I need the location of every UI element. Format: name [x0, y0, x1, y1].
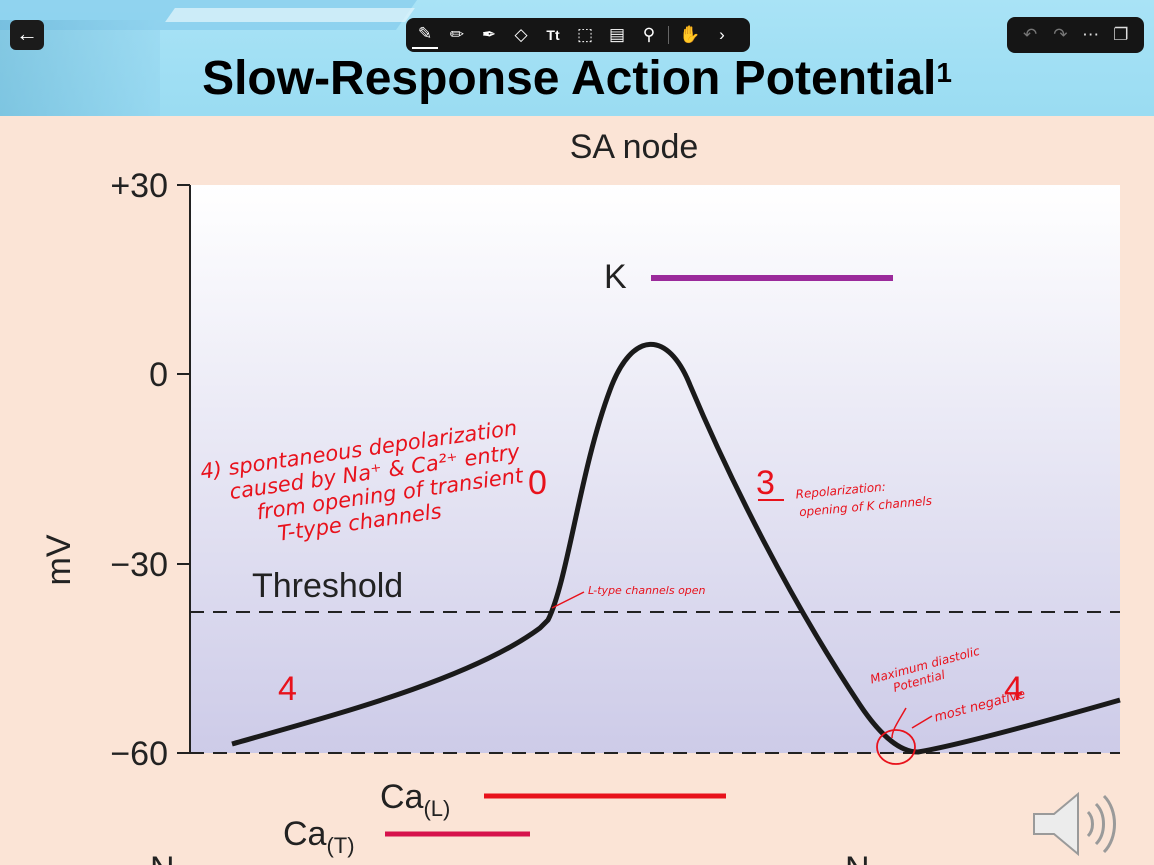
footnote-mark: 1 [936, 57, 952, 88]
toolbar-divider [668, 26, 669, 44]
undo-icon[interactable]: ↶ [1023, 25, 1038, 44]
y-tick-label: 0 [149, 356, 168, 394]
eraser-icon[interactable]: ◇ [514, 25, 528, 44]
pages-icon[interactable]: ❐ [1113, 25, 1129, 44]
y-tick-label: −60 [110, 735, 168, 773]
y-axis-label: mV [40, 534, 78, 585]
slide-title-text: Slow-Response Action Potential [202, 52, 937, 105]
speaker-icon[interactable] [1033, 791, 1116, 857]
phase-label: 0 [528, 464, 547, 502]
bottom-cut-label: N [150, 850, 175, 865]
note-arrow [891, 707, 907, 739]
chart-title: SA node [570, 128, 699, 166]
ca-t-current-label: Ca(T) [283, 815, 355, 858]
bottom-cut-label: N [845, 850, 870, 865]
action-potential-curve [231, 341, 1121, 755]
image-icon[interactable]: ▤ [608, 25, 626, 44]
y-tick-label: +30 [110, 167, 168, 205]
threshold-label: Threshold [252, 567, 403, 605]
lasso-select-icon[interactable]: ⬚ [576, 25, 594, 44]
k-current-label: K [604, 258, 627, 296]
back-button[interactable]: ← [10, 20, 44, 50]
more-options-icon[interactable]: ⋯ [1082, 25, 1100, 44]
ca-l-current-label: Ca(L) [380, 778, 450, 821]
arrow-left-icon: ← [16, 21, 38, 46]
y-tick-label: −30 [110, 546, 168, 584]
pen-icon[interactable]: ✎ [412, 21, 438, 49]
phase-label: 4 [1004, 670, 1023, 708]
more-chevron-icon[interactable]: › [719, 25, 725, 44]
phase-label: 3 [756, 464, 775, 502]
hand-draw-icon[interactable]: ✋ [679, 25, 701, 44]
handwritten-ltype-note: L-type channels open [551, 584, 706, 609]
sa-node-chart: SA node +30 0 −30 −60 mV Threshold K Ca(… [40, 128, 1121, 865]
note-line: L-type channels open [588, 584, 706, 597]
highlighter-icon[interactable]: ✒ [481, 25, 497, 44]
note-arrow [911, 715, 933, 729]
text-tool-icon[interactable]: Tt [546, 27, 560, 43]
pencil-icon[interactable]: ✏ [449, 25, 465, 44]
redo-icon[interactable]: ↷ [1053, 25, 1068, 44]
annotation-toolbar: ✎ ✏ ✒ ◇ Tt ⬚ ▤ ⚲ ✋ › [406, 18, 750, 52]
slide-title: Slow-Response Action Potential1 [0, 48, 1154, 110]
handwritten-circle [876, 729, 916, 765]
header-decoration [165, 8, 415, 22]
history-toolbar: ↶ ↷ ⋯ ❐ [1007, 17, 1144, 53]
microphone-icon[interactable]: ⚲ [642, 25, 656, 44]
phase-label: 4 [278, 670, 297, 708]
note-arrow [551, 591, 585, 609]
